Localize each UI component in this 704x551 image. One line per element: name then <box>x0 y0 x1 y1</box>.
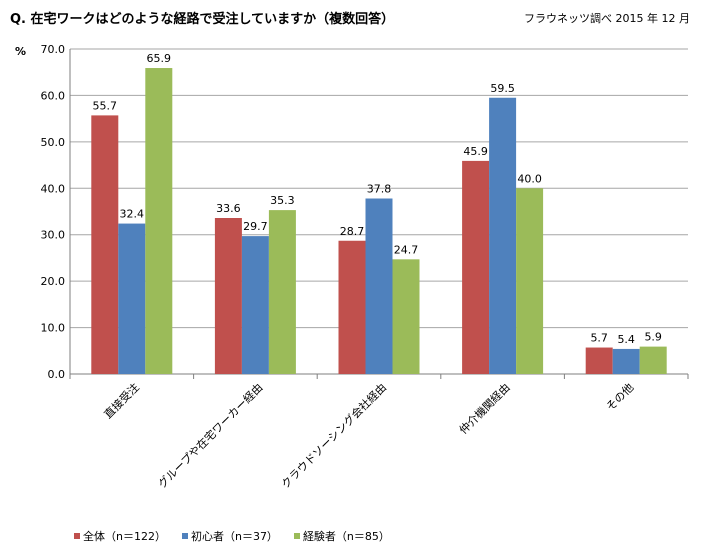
y-tick-label: 10.0 <box>41 322 66 335</box>
y-axis-unit: % <box>15 45 27 58</box>
data-label: 5.4 <box>617 333 635 346</box>
legend-item-all: 全体（n＝122） <box>74 528 166 544</box>
bar <box>241 236 269 374</box>
bar <box>145 68 173 375</box>
y-tick-label: 60.0 <box>41 89 66 102</box>
data-label: 32.4 <box>120 208 145 221</box>
bar <box>639 346 667 374</box>
bar <box>338 240 366 374</box>
data-label: 24.7 <box>394 243 419 256</box>
data-label: 35.3 <box>270 194 295 207</box>
data-label: 55.7 <box>93 99 118 112</box>
legend: 全体（n＝122） 初心者（n＝37） 経験者（n＝85） <box>74 528 390 544</box>
x-tick-label: 直接受注 <box>101 380 142 421</box>
data-label: 37.8 <box>367 183 392 196</box>
y-tick-label: 70.0 <box>41 43 66 56</box>
data-label: 33.6 <box>216 202 241 215</box>
legend-label-experienced: 経験者（n＝85） <box>302 530 390 543</box>
legend-item-beginner: 初心者（n＝37） <box>181 528 278 544</box>
x-tick-label: クラウドソーシング会社経由 <box>278 380 389 491</box>
bar <box>516 188 544 374</box>
source-note: フラウネッツ調べ 2015 年 12 月 <box>524 12 690 25</box>
bar <box>118 223 146 374</box>
bar <box>268 210 296 374</box>
y-tick-label: 40.0 <box>41 182 66 195</box>
data-label: 65.9 <box>147 52 172 65</box>
data-label: 59.5 <box>490 82 515 95</box>
y-tick-label: 30.0 <box>41 229 66 242</box>
legend-item-experienced: 経験者（n＝85） <box>293 528 390 544</box>
data-label: 28.7 <box>340 225 365 238</box>
x-tick-label: その他 <box>604 381 637 414</box>
chart-title: Q. 在宅ワークはどのような経路で受注していますか（複数回答） <box>10 12 395 27</box>
bar <box>91 115 119 375</box>
y-tick-label: 50.0 <box>41 136 66 149</box>
y-tick-label: 20.0 <box>41 275 66 288</box>
x-tick-label: グループや在宅ワーカー経由 <box>155 380 266 491</box>
bar <box>612 348 640 374</box>
bar <box>392 259 420 374</box>
data-label: 40.0 <box>517 172 542 185</box>
legend-swatch-all <box>74 533 80 539</box>
bar <box>462 160 490 374</box>
bar <box>214 218 242 374</box>
data-label: 45.9 <box>463 145 488 158</box>
bar <box>585 347 613 374</box>
legend-label-all: 全体（n＝122） <box>83 530 166 543</box>
data-label: 5.7 <box>590 332 608 345</box>
data-label: 29.7 <box>243 220 268 233</box>
y-tick-label: 0.0 <box>48 368 66 381</box>
x-tick-label: 仲介機関経由 <box>456 380 513 437</box>
legend-swatch-beginner <box>181 533 188 539</box>
legend-label-beginner: 初心者（n＝37） <box>190 530 278 543</box>
bar <box>489 97 517 374</box>
data-label: 5.9 <box>644 331 662 344</box>
bar <box>365 198 393 374</box>
legend-swatch-experienced <box>293 533 300 539</box>
